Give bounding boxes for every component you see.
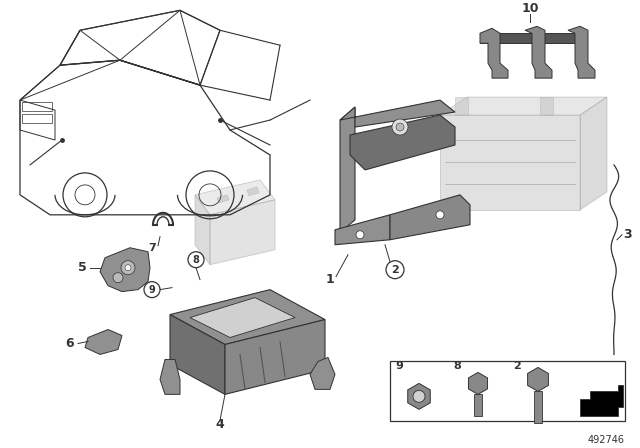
Circle shape: [396, 123, 404, 131]
Text: 2: 2: [513, 362, 521, 371]
Polygon shape: [100, 248, 150, 292]
Polygon shape: [170, 289, 325, 345]
Circle shape: [413, 390, 425, 402]
Circle shape: [392, 119, 408, 135]
Text: 5: 5: [77, 261, 86, 274]
Polygon shape: [217, 195, 229, 203]
Polygon shape: [195, 180, 275, 215]
Polygon shape: [540, 97, 553, 115]
Polygon shape: [340, 100, 455, 127]
Polygon shape: [580, 385, 623, 416]
Polygon shape: [85, 330, 122, 354]
Text: 6: 6: [66, 337, 74, 350]
Text: 3: 3: [623, 228, 631, 241]
Circle shape: [436, 211, 444, 219]
Polygon shape: [310, 358, 335, 389]
Polygon shape: [527, 367, 548, 392]
Text: 7: 7: [148, 243, 156, 253]
Polygon shape: [190, 297, 295, 337]
Circle shape: [125, 265, 131, 271]
Polygon shape: [390, 195, 470, 240]
Polygon shape: [480, 28, 508, 78]
Circle shape: [113, 273, 123, 283]
Polygon shape: [580, 97, 607, 210]
Bar: [22, 114, 52, 123]
Text: 8: 8: [453, 362, 461, 371]
Text: 10: 10: [521, 2, 539, 15]
Polygon shape: [247, 187, 259, 196]
Polygon shape: [170, 314, 225, 394]
Circle shape: [188, 252, 204, 268]
Bar: [22, 102, 52, 111]
Circle shape: [144, 282, 160, 297]
Polygon shape: [160, 359, 180, 394]
Polygon shape: [525, 26, 552, 78]
Polygon shape: [408, 383, 430, 409]
Text: 492746: 492746: [588, 435, 625, 445]
Bar: [474, 394, 482, 416]
Bar: [534, 392, 542, 423]
Polygon shape: [210, 200, 275, 265]
Text: 9: 9: [148, 284, 156, 295]
Text: 9: 9: [395, 362, 403, 371]
Text: 4: 4: [216, 418, 225, 431]
Polygon shape: [440, 97, 607, 115]
Polygon shape: [455, 97, 468, 115]
Polygon shape: [480, 33, 585, 43]
Polygon shape: [468, 372, 488, 394]
Polygon shape: [350, 115, 455, 170]
Polygon shape: [568, 26, 595, 78]
Text: 2: 2: [391, 265, 399, 275]
Circle shape: [121, 261, 135, 275]
Polygon shape: [225, 319, 325, 394]
Text: 1: 1: [326, 273, 334, 286]
Text: 8: 8: [193, 255, 200, 265]
Bar: [390, 362, 625, 421]
Circle shape: [386, 261, 404, 279]
Polygon shape: [340, 107, 355, 233]
Circle shape: [356, 231, 364, 239]
Polygon shape: [195, 195, 210, 265]
Polygon shape: [335, 215, 390, 245]
Polygon shape: [440, 115, 580, 210]
